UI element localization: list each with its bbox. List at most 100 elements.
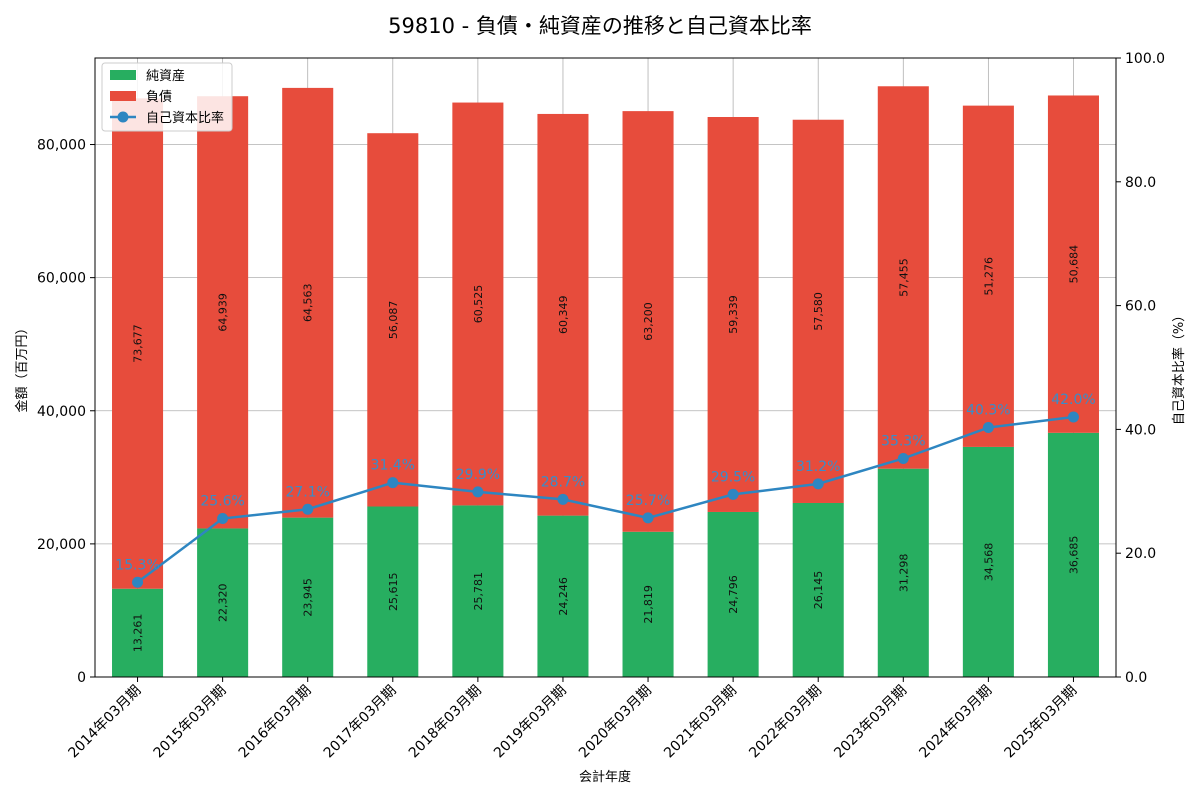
ratio-point (1067, 411, 1079, 423)
bar-equity (282, 517, 334, 677)
bar-label-liabilities: 64,939 (217, 293, 230, 332)
y-tick-label: 20,000 (37, 537, 86, 553)
y2-tick-label: 100.0 (1125, 51, 1165, 67)
bar-label-equity: 23,945 (302, 578, 315, 617)
x-tick-label: 2022年03月期 (746, 683, 825, 762)
bar-equity (537, 515, 589, 677)
bar-label-liabilities: 56,087 (387, 301, 400, 340)
bar-label-liabilities: 73,677 (132, 324, 145, 363)
bar-label-equity: 25,781 (472, 572, 485, 611)
x-tick-label: 2016年03月期 (236, 683, 315, 762)
ratio-point (472, 486, 484, 498)
ratio-label: 25.7% (626, 493, 670, 509)
bar-label-equity: 34,568 (982, 543, 995, 582)
ratio-point (557, 493, 569, 505)
bar-liabilities (622, 111, 674, 532)
ratio-point (302, 503, 314, 515)
bar-liabilities (962, 105, 1014, 447)
bar-label-equity: 13,261 (132, 614, 145, 653)
y2-axis-label: 自己資本比率（%） (1171, 309, 1187, 425)
bar-equity (877, 468, 929, 677)
bar-liabilities (537, 113, 589, 516)
line-layer: 15.3% 25.6% 27.1% 31.4% 29.9% 28.7% 25.7% 29.5%… (115, 392, 1096, 588)
ratio-point (217, 513, 229, 525)
y2-tick-label: 40.0 (1125, 422, 1156, 438)
bar-label-liabilities: 57,580 (812, 292, 825, 331)
x-tick-label: 2014年03月期 (66, 683, 145, 762)
y2-tick-label: 80.0 (1125, 175, 1156, 191)
bar-label-liabilities: 50,684 (1067, 245, 1080, 284)
bar-liabilities (282, 87, 334, 518)
bar-liabilities (452, 102, 504, 506)
legend-label-equity: 純資産 (146, 68, 185, 84)
ratio-label: 31.4% (371, 458, 415, 474)
bar-liabilities (877, 86, 929, 469)
x-tick-label: 2021年03月期 (661, 683, 740, 762)
ratio-point (387, 477, 399, 489)
y-tick-label: 80,000 (37, 138, 86, 154)
x-tick-label: 2019年03月期 (491, 683, 570, 762)
ratio-label: 31.2% (796, 459, 840, 475)
bar-liabilities (367, 133, 419, 507)
bar-equity (197, 528, 249, 677)
bar-equity (367, 506, 419, 677)
ratio-label: 29.5% (711, 469, 755, 485)
bar-label-liabilities: 63,200 (642, 302, 655, 341)
bar-label-equity: 26,145 (812, 571, 825, 610)
y-tick-label: 60,000 (37, 271, 86, 287)
bar-label-liabilities: 59,339 (727, 295, 740, 334)
ratio-label: 35.3% (881, 433, 925, 449)
x-tick-label: 2020年03月期 (576, 683, 655, 762)
bar-liabilities (792, 119, 844, 503)
x-axis-label: 会計年度 (579, 769, 631, 785)
legend-swatch-equity (110, 70, 136, 80)
x-tick-label: 2018年03月期 (406, 683, 485, 762)
ratio-point (897, 452, 909, 464)
ratio-label: 25.6% (200, 494, 244, 510)
ratio-label: 27.1% (285, 484, 329, 500)
bar-equity (1047, 432, 1099, 677)
y2-tick-label: 20.0 (1125, 546, 1156, 562)
bar-equity (792, 502, 844, 677)
y-tick-label: 0 (77, 670, 86, 686)
ratio-point (982, 422, 994, 434)
plot-frame (94, 57, 1117, 678)
x-tick-label: 2024年03月期 (916, 683, 995, 762)
ratio-point (727, 488, 739, 500)
bar-equity (112, 588, 164, 677)
ratio-label: 15.3% (115, 557, 159, 573)
bar-label-equity: 21,819 (642, 585, 655, 624)
legend-label-ratio: 自己資本比率 (146, 110, 224, 126)
y2-tick-label: 60.0 (1125, 299, 1156, 315)
ratio-point (132, 576, 144, 588)
ratio-label: 28.7% (541, 474, 585, 490)
y2-tick-label: 0.0 (1125, 670, 1147, 686)
y-tick-label: 40,000 (37, 404, 86, 420)
bar-equity (452, 505, 504, 677)
bar-liabilities (707, 117, 759, 512)
bar-label-equity: 24,796 (727, 575, 740, 614)
bar-label-equity: 31,298 (897, 554, 910, 593)
ratio-line (136, 415, 1074, 584)
x-tick-label: 2025年03月期 (1001, 683, 1080, 762)
x-tick-label: 2015年03月期 (151, 683, 230, 762)
bar-liabilities (112, 98, 164, 589)
ratio-label: 29.9% (456, 467, 500, 483)
bar-label-liabilities: 51,276 (982, 257, 995, 296)
ratio-point (642, 512, 654, 524)
bar-equity (962, 446, 1014, 677)
legend-marker-ratio (117, 111, 129, 123)
ratio-point (812, 478, 824, 490)
y-axis-label: 金額（百万円） (14, 321, 30, 412)
bar-label-liabilities: 57,455 (897, 258, 910, 297)
bar-label-liabilities: 64,563 (302, 284, 315, 323)
bar-equity (707, 511, 759, 677)
x-tick-label: 2023年03月期 (831, 683, 910, 762)
bar-liabilities (197, 96, 249, 529)
ratio-label: 40.3% (966, 403, 1010, 419)
bar-label-liabilities: 60,525 (472, 285, 485, 324)
legend-label-liabilities: 負債 (146, 90, 172, 105)
bars-layer: 13,261 73,677 22,320 64,939 23,945 64,563 25,6… (112, 86, 1099, 677)
bar-label-equity: 36,685 (1067, 536, 1080, 575)
